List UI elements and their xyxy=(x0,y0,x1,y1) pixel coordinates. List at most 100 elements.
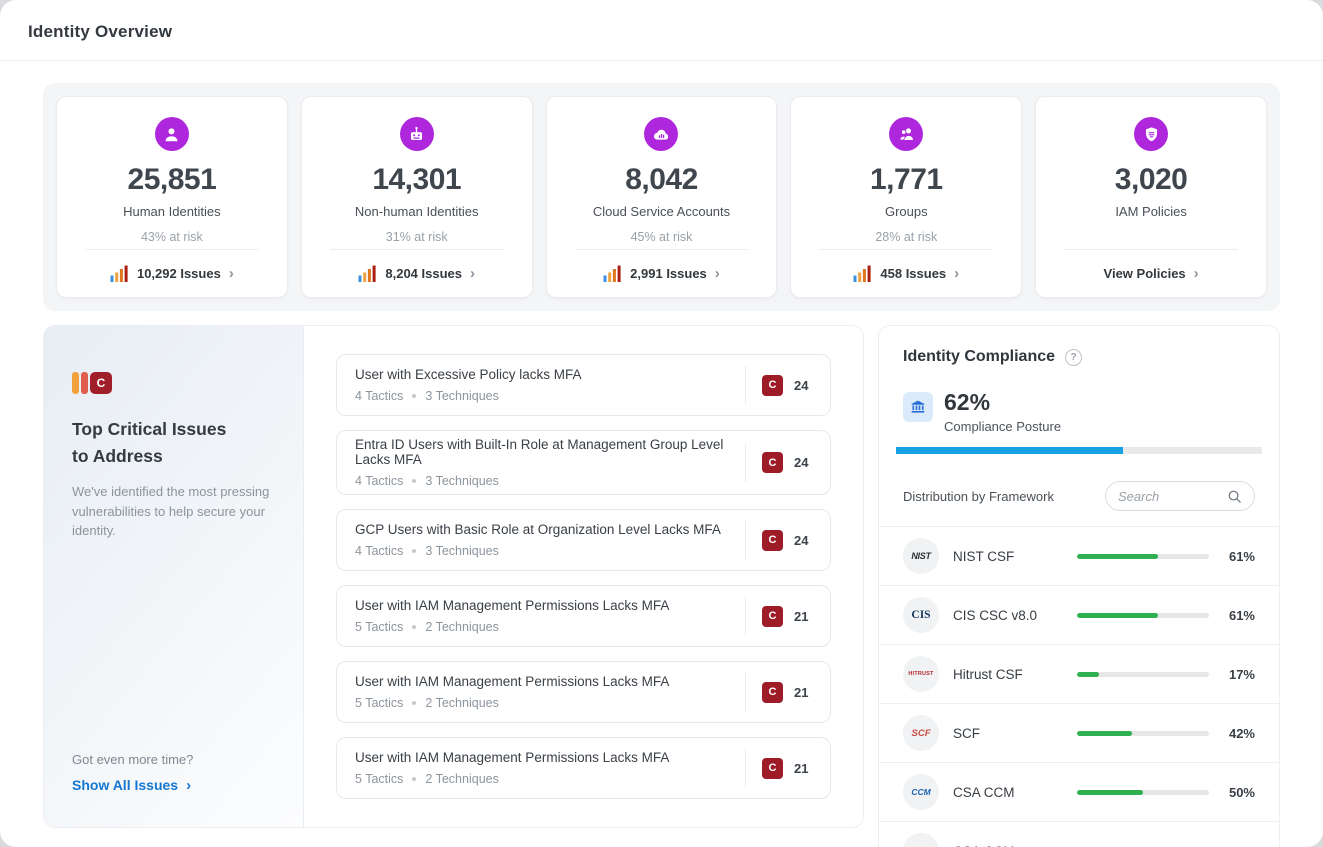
issue-techniques: 3 Techniques xyxy=(425,389,499,403)
framework-progress-bar xyxy=(1077,789,1209,795)
chevron-right-icon: › xyxy=(228,265,234,282)
critical-severity-badge: C xyxy=(762,374,783,396)
issue-count: 24 xyxy=(794,455,809,470)
issue-row[interactable]: User with IAM Management Permissions Lac… xyxy=(336,585,831,647)
dot-separator-icon xyxy=(412,549,417,553)
framework-row-scf[interactable]: SCF SCF 42% xyxy=(879,703,1279,762)
issues-list: User with Excessive Policy lacks MFA 4 T… xyxy=(304,326,863,827)
framework-progress-fill xyxy=(1077,730,1133,736)
issue-row[interactable]: User with IAM Management Permissions Lac… xyxy=(336,737,831,799)
issue-tactics: 4 Tactics xyxy=(355,544,404,558)
stat-risk-label: 43% at risk xyxy=(140,230,203,244)
framework-logo-icon: CCM xyxy=(903,774,939,811)
issue-techniques: 3 Techniques xyxy=(425,544,499,558)
bar-chart-icon xyxy=(603,265,621,282)
help-icon[interactable]: ? xyxy=(1065,348,1083,366)
critical-panel-title: Top Critical Issues to Address xyxy=(72,416,275,470)
cloud-icon xyxy=(644,117,679,151)
issue-row[interactable]: GCP Users with Basic Role at Organizatio… xyxy=(336,509,831,571)
stat-action-link[interactable]: 458 Issues › xyxy=(801,250,1011,297)
issue-title: User with Excessive Policy lacks MFA xyxy=(355,367,582,382)
framework-progress-fill xyxy=(1077,671,1100,677)
dot-separator-icon xyxy=(412,394,417,398)
issue-tactics: 4 Tactics xyxy=(355,389,404,403)
stat-risk-label: 45% at risk xyxy=(630,230,693,244)
issue-tactics: 5 Tactics xyxy=(355,772,404,786)
divider xyxy=(745,521,746,559)
identity-compliance-card: Identity Compliance ? 62% Compliance Pos… xyxy=(878,325,1280,847)
issue-title: Entra ID Users with Built-In Role at Man… xyxy=(355,437,724,467)
framework-logo-icon: SCF xyxy=(903,715,939,752)
stat-label: Cloud Service Accounts xyxy=(592,204,731,219)
page-title: Identity Overview xyxy=(28,22,173,41)
framework-name: CSA CCM xyxy=(953,784,1015,800)
divider xyxy=(85,249,259,250)
framework-percentage: 42% xyxy=(1228,725,1255,741)
issue-row[interactable]: Entra ID Users with Built-In Role at Man… xyxy=(336,430,831,495)
divider xyxy=(1064,249,1238,250)
show-all-issues-link[interactable]: Show All Issues › xyxy=(72,777,275,793)
framework-row-nist-csf[interactable]: NIST NIST CSF 61% xyxy=(879,526,1279,585)
stat-value: 3,020 xyxy=(1114,163,1188,196)
framework-name: Hitrust CSF xyxy=(953,666,1023,682)
stat-action-label: 2,991 Issues xyxy=(630,266,707,281)
issue-count: 24 xyxy=(794,377,809,393)
issue-count: 21 xyxy=(794,608,809,624)
framework-progress-bar xyxy=(1077,730,1209,736)
framework-name: CIS CSC v8.0 xyxy=(953,607,1038,623)
divider xyxy=(819,249,994,250)
compliance-progress-fill xyxy=(896,447,1123,455)
stat-label: Human Identities xyxy=(123,204,221,219)
stat-action-link[interactable]: 8,204 Issues › xyxy=(312,250,522,297)
severity-stack-icon: C xyxy=(72,372,275,394)
stat-value: 8,042 xyxy=(625,163,698,196)
top-critical-issues-card: C Top Critical Issues to Address We've i… xyxy=(43,325,864,828)
framework-row-hitrust-csf[interactable]: HITRUST Hitrust CSF 17% xyxy=(879,644,1279,703)
issue-title: User with IAM Management Permissions Lac… xyxy=(355,598,670,613)
critical-severity-badge: C xyxy=(762,757,783,779)
issue-row[interactable]: User with Excessive Policy lacks MFA 4 T… xyxy=(336,354,831,416)
page-header: Identity Overview xyxy=(0,0,1323,61)
framework-row-csa-ccm[interactable]: CCM CSA CCM 50% xyxy=(879,821,1279,847)
chevron-right-icon: › xyxy=(714,265,720,282)
dot-separator-icon xyxy=(412,479,417,483)
framework-logo-icon: HITRUST xyxy=(903,656,939,693)
critical-panel-prompt: Got even more time? xyxy=(72,752,194,767)
issue-title: GCP Users with Basic Role at Organizatio… xyxy=(355,522,721,537)
issue-tactics: 5 Tactics xyxy=(355,696,404,710)
dot-separator-icon xyxy=(412,701,417,705)
stat-action-link[interactable]: View Policies › xyxy=(1046,250,1256,297)
stat-action-link[interactable]: 10,292 Issues › xyxy=(67,250,277,297)
chevron-right-icon: › xyxy=(186,776,192,794)
framework-list: NIST NIST CSF 61% CIS CIS CSC v8.0 61% H… xyxy=(879,526,1279,847)
stat-value: 1,771 xyxy=(870,163,943,196)
framework-name: SCF xyxy=(953,725,980,741)
issue-row[interactable]: User with IAM Management Permissions Lac… xyxy=(336,661,831,723)
bar-chart-icon xyxy=(110,265,128,282)
compliance-progress-bar xyxy=(896,447,1262,455)
stat-label: IAM Policies xyxy=(1115,204,1187,219)
critical-severity-badge: C xyxy=(762,529,783,551)
distribution-header-row: Distribution by Framework xyxy=(879,481,1279,512)
issue-techniques: 2 Techniques xyxy=(425,772,499,786)
framework-row-cis-csc-v8-0[interactable]: CIS CIS CSC v8.0 61% xyxy=(879,585,1279,644)
framework-progress-fill xyxy=(1077,789,1143,795)
divider xyxy=(745,597,746,635)
framework-search-input[interactable] xyxy=(1118,488,1219,504)
framework-row-csa-ccm[interactable]: CCM CSA CCM 50% xyxy=(879,762,1279,821)
severity-bar-low-icon xyxy=(72,372,79,394)
stat-risk-label: 28% at risk xyxy=(875,230,938,244)
framework-logo-icon: NIST xyxy=(903,538,939,575)
framework-percentage: 50% xyxy=(1223,844,1255,847)
framework-progress-bar xyxy=(1077,612,1209,618)
critical-severity-badge: C xyxy=(762,452,783,473)
divider xyxy=(745,749,746,787)
issue-count: 21 xyxy=(794,760,809,776)
issue-tactics: 4 Tactics xyxy=(355,474,404,488)
issue-techniques: 2 Techniques xyxy=(425,696,499,710)
dot-separator-icon xyxy=(412,625,417,629)
stat-action-link[interactable]: 2,991 Issues › xyxy=(557,250,767,297)
robot-icon xyxy=(399,117,434,151)
framework-search[interactable] xyxy=(1105,481,1255,512)
